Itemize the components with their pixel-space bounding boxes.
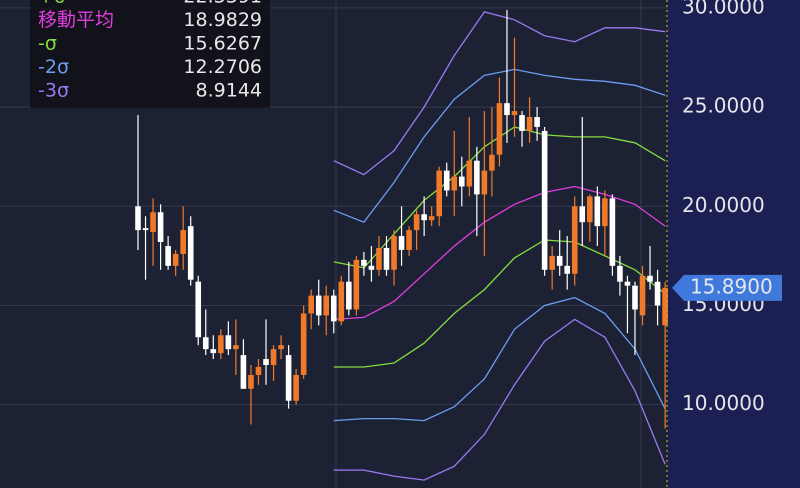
candle-body — [428, 216, 435, 221]
band-line — [333, 11, 666, 176]
candle-body — [534, 117, 540, 127]
legend-value: 15.6267 — [183, 33, 262, 55]
candle-body — [225, 335, 232, 350]
price-tag-label: 15.8900 — [690, 274, 773, 298]
candle-body — [391, 236, 397, 270]
candle-body — [549, 255, 555, 270]
candle-body — [541, 130, 548, 270]
candle-body — [210, 349, 217, 354]
candle-body — [474, 160, 480, 195]
candle-body — [353, 259, 360, 310]
candle-body — [564, 265, 571, 274]
y-tick-label: 20.0000 — [682, 193, 765, 217]
candle-body — [180, 230, 186, 254]
candle-body — [617, 265, 623, 282]
candle-body — [466, 160, 473, 187]
candle-body — [519, 115, 525, 131]
candle-body — [300, 313, 307, 375]
candle-body — [556, 255, 563, 266]
legend-value: 8.9144 — [196, 80, 262, 102]
candle-body — [270, 349, 277, 366]
legend-value: 18.9829 — [183, 9, 262, 31]
candle-body — [398, 236, 405, 250]
legend-value: 22.3391 — [183, 0, 262, 8]
candle-body — [489, 154, 495, 171]
candle-body — [218, 335, 224, 354]
band-line — [333, 68, 666, 223]
candle-body — [511, 111, 518, 116]
candle-body — [571, 206, 578, 274]
candle-body — [458, 176, 465, 187]
candle-body — [240, 355, 247, 389]
candle-body — [338, 281, 345, 322]
band-line — [333, 318, 666, 481]
candle-body — [315, 295, 322, 316]
candle-body — [376, 247, 382, 270]
candle-body — [195, 281, 202, 338]
candle-body — [639, 275, 646, 316]
candle-body — [602, 198, 608, 227]
candle-body — [142, 228, 149, 231]
candle-body — [436, 170, 442, 217]
candle-body — [157, 212, 164, 243]
candle-body — [248, 374, 254, 389]
candle-body — [587, 196, 593, 223]
candle-body — [504, 103, 510, 116]
candle-body — [632, 285, 638, 310]
legend: +σ 22.3391 移動平均 18.9829 -σ 15.6267 -2σ 12.2706 -… — [38, 0, 262, 102]
legend-box — [30, 0, 270, 108]
candle-body — [579, 206, 586, 223]
candle-body — [406, 230, 412, 250]
candle-body — [202, 337, 209, 350]
candle-body — [609, 198, 616, 266]
candle-body — [368, 265, 375, 270]
legend-label: 移動平均 — [38, 9, 114, 31]
candle-body — [594, 196, 601, 227]
candle-body — [654, 281, 661, 306]
candle-body — [187, 226, 194, 280]
plot — [135, 9, 668, 481]
legend-label: -2σ — [38, 56, 69, 78]
candle-body — [263, 359, 269, 366]
candle-body — [413, 214, 420, 231]
candle-body — [662, 287, 668, 326]
candle-body — [496, 103, 503, 155]
candle-body — [255, 366, 262, 375]
candle-body — [346, 281, 352, 310]
candle-body — [624, 281, 631, 286]
candle-body — [647, 275, 653, 282]
candle-body — [278, 345, 284, 350]
candle-body — [421, 214, 427, 221]
candle-body — [308, 295, 314, 314]
legend-value: 12.2706 — [183, 56, 262, 78]
band-line — [333, 296, 666, 422]
candle-body — [481, 170, 488, 195]
candle-body — [443, 170, 450, 191]
legend-label: -σ — [38, 33, 57, 55]
price-tag — [672, 274, 782, 301]
candle-body — [150, 212, 156, 233]
y-tick-label: 30.0000 — [682, 0, 765, 18]
axis-background — [668, 0, 800, 488]
candle-body — [526, 117, 533, 131]
candle-body — [361, 259, 367, 266]
y-tick-label: 10.0000 — [682, 391, 765, 415]
candle-body — [165, 245, 171, 266]
candle-body — [285, 355, 292, 401]
candle-body — [135, 206, 141, 231]
candle-body — [383, 247, 390, 270]
candle-body — [172, 253, 179, 266]
candle-body — [323, 295, 330, 316]
band-line — [333, 185, 666, 321]
legend-label: +σ — [38, 0, 66, 8]
candle-body — [233, 345, 239, 350]
candle-body — [330, 295, 337, 322]
candle-body — [451, 176, 458, 191]
candle-body — [293, 374, 299, 401]
legend-label: -3σ — [38, 80, 69, 102]
y-axis: 10.000015.000020.000025.000030.000015.89… — [672, 0, 782, 415]
y-tick-label: 25.0000 — [682, 94, 765, 118]
